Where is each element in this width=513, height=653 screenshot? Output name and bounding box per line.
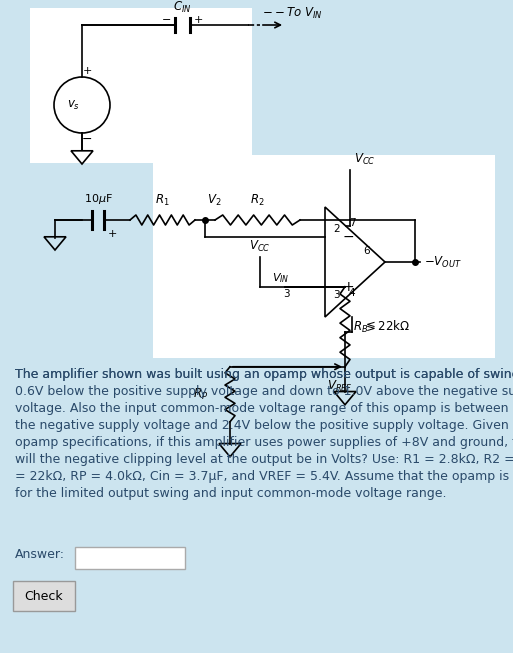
Text: $R_P$: $R_P$ [193,387,208,402]
Text: $--$To $V_{IN}$: $--$To $V_{IN}$ [262,6,323,21]
Text: voltage. Also the input common-mode voltage range of this opamp is between 2.2V : voltage. Also the input common-mode volt… [15,402,513,415]
Text: −: − [82,133,92,146]
Text: $-V_{OUT}$: $-V_{OUT}$ [424,255,462,270]
Text: $V_{CC}$: $V_{CC}$ [354,152,376,167]
Text: +: + [82,66,92,76]
Text: $V_{CC}$: $V_{CC}$ [249,238,271,254]
Text: The amplifier shown was built using an opamp whose output is capable of swinging: The amplifier shown was built using an o… [15,368,513,381]
Text: 7: 7 [349,218,356,229]
Text: $V_2$: $V_2$ [207,193,222,208]
Text: for the limited output swing and input common-mode voltage range.: for the limited output swing and input c… [15,487,446,500]
Text: Check: Check [25,590,63,603]
Text: 3: 3 [283,289,290,299]
Text: +: + [193,15,203,25]
Text: opamp specifications, if this amplifier uses power supplies of +8V and ground, t: opamp specifications, if this amplifier … [15,436,513,449]
Text: $V_{REF}$: $V_{REF}$ [327,379,353,394]
Text: $V_{IN}$: $V_{IN}$ [272,271,290,285]
Text: $C_{IN}$: $C_{IN}$ [173,0,192,15]
Text: 0.6V below the positive supply voltage and down to 1.0V above the negative suppl: 0.6V below the positive supply voltage a… [15,385,513,398]
Text: 10$\mu$F: 10$\mu$F [84,192,112,206]
Text: 2: 2 [333,224,340,234]
Text: Answer:: Answer: [15,549,65,562]
Text: The amplifier shown was built using an opamp whose output is capable of swinging: The amplifier shown was built using an o… [15,368,513,381]
FancyBboxPatch shape [13,581,75,611]
Text: $R_2$: $R_2$ [250,193,265,208]
Text: 6: 6 [364,246,370,256]
Text: will the negative clipping level at the output be in Volts? Use: R1 = 2.8kΩ, R2 : will the negative clipping level at the … [15,453,513,466]
Text: = 22kΩ, RP = 4.0kΩ, Cin = 3.7μF, and VREF = 5.4V. Assume that the opamp is ideal: = 22kΩ, RP = 4.0kΩ, Cin = 3.7μF, and VRE… [15,470,513,483]
Text: +: + [108,229,117,239]
FancyBboxPatch shape [75,547,185,569]
Text: −: − [343,231,354,244]
Text: $v_s$: $v_s$ [68,99,81,112]
Text: $R_B\!\!\lessgtr$22k$\Omega$: $R_B\!\!\lessgtr$22k$\Omega$ [353,319,410,335]
Text: $R_1$: $R_1$ [155,193,170,208]
Text: the negative supply voltage and 2.4V below the positive supply voltage. Given th: the negative supply voltage and 2.4V bel… [15,419,513,432]
FancyBboxPatch shape [30,8,252,163]
Text: 3: 3 [333,290,340,300]
Text: +: + [343,279,354,294]
FancyBboxPatch shape [153,155,495,358]
Text: 4: 4 [349,288,356,298]
Text: −: − [162,15,172,25]
